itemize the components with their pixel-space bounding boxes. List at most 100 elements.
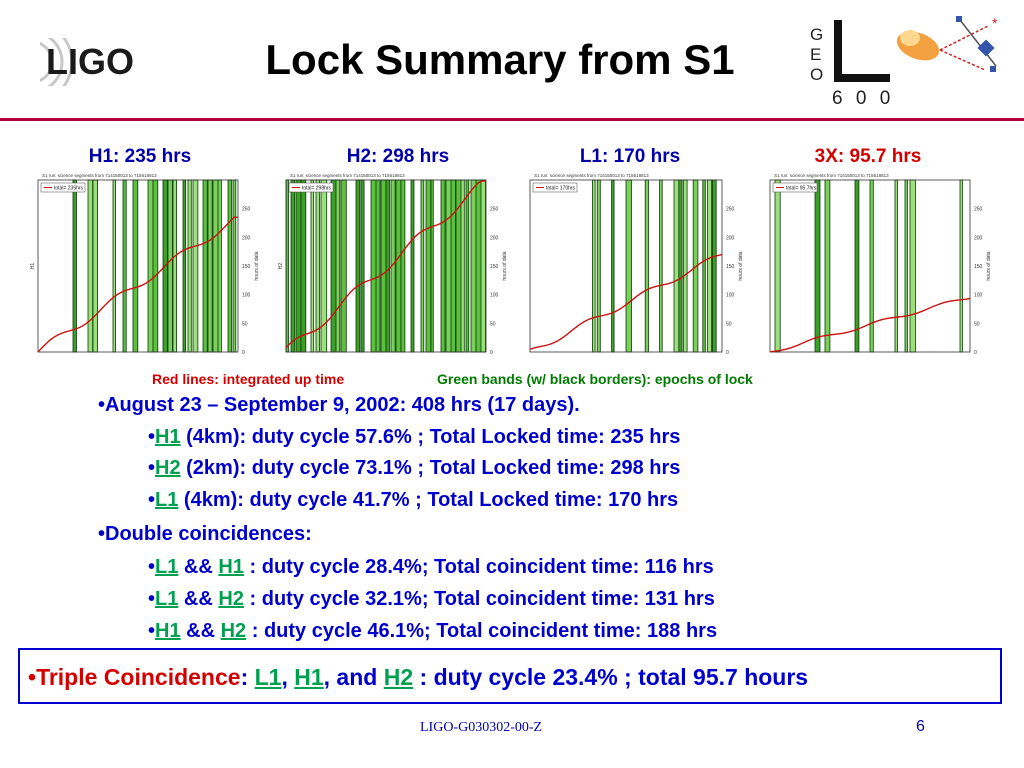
lock-band <box>465 179 470 353</box>
link-h1[interactable]: H1 <box>294 664 324 690</box>
link-h2[interactable]: H2 <box>383 664 414 690</box>
lock-band <box>470 179 477 353</box>
y-axis-left-label: H1 <box>30 263 36 270</box>
plot-subtitle: S1 run: science segments from 714150013 … <box>290 173 405 178</box>
y-tick-label: 100 <box>974 293 983 299</box>
link-h1[interactable]: H1 <box>218 556 244 578</box>
svg-text:*: * <box>992 15 998 31</box>
lock-band <box>315 179 320 353</box>
y-tick-label: 0 <box>974 350 977 356</box>
link-l1[interactable]: L1 <box>254 664 282 690</box>
bullet-h1-h2: •H1 && H2 : duty cycle 46.1%; Total coin… <box>148 620 718 642</box>
lock-plot-l1: 0 50 100 150 200 250 hours of data S1 run: scie… <box>520 168 752 364</box>
link-l1[interactable]: L1 <box>155 489 179 511</box>
plot-subtitle: S1 run: science segments from 714150013 … <box>774 173 889 178</box>
geo600-logo: G E O 6 0 0 * <box>800 8 1000 109</box>
lock-band <box>335 179 341 353</box>
y-tick-label: 0 <box>242 350 245 356</box>
lock-band <box>659 179 663 353</box>
lock-band <box>310 179 315 353</box>
bullet-l1-h1: •L1 && H1 : duty cycle 28.4%; Total coin… <box>148 556 714 578</box>
plot-legend: total= 170hrs <box>546 186 576 192</box>
lock-band <box>122 179 127 353</box>
link-l1[interactable]: L1 <box>155 588 179 610</box>
lock-band <box>207 179 213 353</box>
page-number: 6 <box>916 718 925 735</box>
y-tick-label: 200 <box>726 235 735 241</box>
y-axis-label: hours of data <box>254 251 260 280</box>
lock-band <box>295 179 302 353</box>
link-h1[interactable]: H1 <box>155 426 181 448</box>
lock-band <box>774 179 781 353</box>
caption-green-bands: Green bands (w/ black borders): epochs o… <box>437 371 753 387</box>
y-axis-left-label: H2 <box>278 263 284 270</box>
lock-band <box>385 179 390 353</box>
lock-band <box>420 179 425 353</box>
lock-band <box>227 179 232 353</box>
y-tick-label: 0 <box>726 350 729 356</box>
lock-band <box>300 179 307 353</box>
lock-band <box>182 179 187 353</box>
lock-band <box>425 179 432 353</box>
lock-band <box>683 179 688 353</box>
lock-band <box>678 179 683 353</box>
lock-band <box>596 179 601 353</box>
lock-band <box>450 179 456 353</box>
y-tick-label: 100 <box>490 293 499 299</box>
y-tick-label: 250 <box>974 207 983 213</box>
lock-band <box>92 179 98 353</box>
y-tick-label: 200 <box>974 235 983 241</box>
lock-band <box>702 179 706 353</box>
slide-title: Lock Summary from S1 <box>265 36 735 83</box>
bullet-period: •August 23 – September 9, 2002: 408 hrs … <box>98 394 580 416</box>
link-h2[interactable]: H2 <box>218 588 244 610</box>
link-l1[interactable]: L1 <box>155 556 179 578</box>
header-divider <box>0 118 1024 121</box>
document-reference: LIGO-G030302-00-Z <box>420 720 543 735</box>
lock-band <box>330 179 337 353</box>
lock-band <box>375 179 381 353</box>
link-h1[interactable]: H1 <box>155 620 181 642</box>
lock-band <box>814 179 821 353</box>
lock-band <box>592 179 596 353</box>
ligo-logo: LIGO <box>0 20 160 104</box>
y-tick-label: 100 <box>726 293 735 299</box>
y-tick-label: 50 <box>726 321 732 327</box>
caption-red-lines: Red lines: integrated up time <box>152 371 345 387</box>
bullet-double-heading: •Double coincidences: <box>98 523 312 545</box>
lock-band <box>132 179 139 353</box>
link-h2[interactable]: H2 <box>220 620 247 642</box>
link-h2[interactable]: H2 <box>155 457 181 479</box>
lock-band <box>112 179 116 353</box>
triple-label: Triple Coincidence <box>36 664 241 690</box>
lock-band <box>440 179 446 353</box>
y-tick-label: 150 <box>490 264 499 270</box>
lock-band <box>400 179 406 353</box>
lock-band <box>824 179 831 353</box>
lock-band <box>360 179 365 353</box>
y-tick-label: 50 <box>490 321 496 327</box>
lock-band <box>72 179 77 353</box>
lock-band <box>673 179 680 353</box>
y-tick-label: 250 <box>726 207 735 213</box>
plot-title-h2: H2: 298 hrs <box>346 146 450 167</box>
plot-legend: total= 235hrs <box>54 186 84 192</box>
lock-band <box>187 179 192 353</box>
lock-band <box>909 179 916 353</box>
plot-title-h1: H1: 235 hrs <box>88 146 192 167</box>
plot-title-3x: 3X: 95.7 hrs <box>814 146 922 167</box>
y-tick-label: 250 <box>242 207 251 213</box>
lock-band <box>410 179 415 353</box>
y-tick-label: 150 <box>974 264 983 270</box>
lock-band <box>460 179 465 353</box>
svg-text:6 0 0: 6 0 0 <box>832 88 894 108</box>
lock-band <box>480 179 486 353</box>
lock-band <box>644 179 649 353</box>
lock-band <box>395 179 402 353</box>
lock-band <box>854 179 860 353</box>
lock-band <box>290 179 296 353</box>
y-tick-label: 0 <box>490 350 493 356</box>
svg-text:E: E <box>810 45 821 64</box>
y-tick-label: 200 <box>490 235 499 241</box>
lock-band <box>869 179 874 353</box>
